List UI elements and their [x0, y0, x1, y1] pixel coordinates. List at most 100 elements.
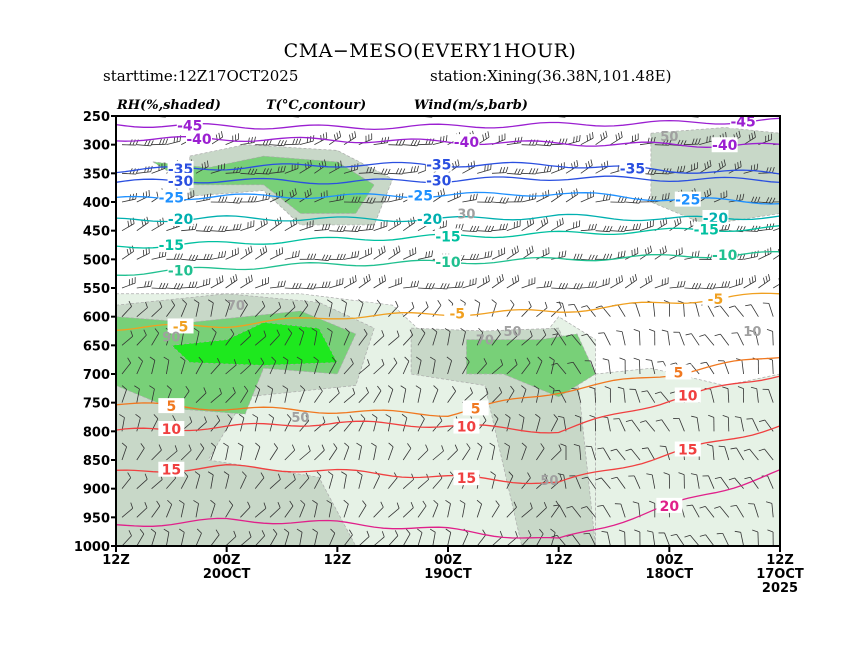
wind-barb: [613, 418, 626, 432]
wind-barb: [269, 356, 277, 375]
wind-barb: [462, 356, 470, 375]
isotherm-label-bg: [425, 172, 452, 188]
isotherm-label-bg: [674, 441, 701, 457]
wind-barb: [328, 443, 338, 461]
isotherm-label: -40: [712, 138, 738, 154]
wind-barb: [734, 530, 744, 546]
wind-barb: [400, 385, 407, 403]
wind-barb: [358, 247, 372, 260]
wind-barb: [388, 116, 391, 117]
wind-barb: [225, 116, 227, 117]
wind-barb: [641, 390, 656, 403]
isotherm-label: -10: [168, 263, 194, 279]
wind-barb: [207, 471, 214, 489]
wind-barb: [373, 274, 386, 289]
isotherm-label: -20: [168, 212, 194, 228]
isotherm-label-bg: [453, 418, 480, 434]
wind-barb: [462, 193, 478, 203]
wind-barb: [734, 416, 744, 432]
wind-barb: [343, 225, 361, 232]
isotherm-label-bg: [158, 237, 185, 252]
wind-barb: [195, 528, 202, 546]
isotherm-label: -40: [454, 135, 480, 151]
rh-label: 30: [457, 207, 475, 222]
wind-barb: [341, 299, 347, 317]
wind-barb: [327, 327, 333, 346]
wind-barb: [343, 499, 349, 518]
isotherm-label-bg: [416, 211, 443, 227]
wind-barb: [210, 275, 224, 289]
wind-barb: [521, 300, 532, 317]
wind-barb: [208, 299, 214, 317]
wind-barb: [476, 529, 487, 546]
wind-barb: [491, 247, 506, 260]
wind-barb: [149, 385, 155, 403]
x-tick-label: 19OCT: [424, 567, 472, 582]
wind-barb: [373, 116, 375, 117]
wind-barb: [506, 245, 519, 260]
wind-barb: [402, 528, 411, 546]
wind-barb: [654, 277, 669, 289]
wind-barb: [690, 473, 700, 489]
x-tick-label: 18OCT: [646, 567, 694, 582]
chart-title: CMA−MESO(EVERY1HOUR): [283, 40, 577, 62]
wind-barb: [611, 476, 626, 489]
y-tick-label: 350: [83, 167, 110, 182]
wind-barb: [314, 416, 326, 432]
wind-barb: [629, 388, 641, 403]
wind-barb: [151, 282, 169, 290]
wind-barb: [269, 329, 280, 346]
wind-barb: [447, 444, 458, 461]
legend-temperature: T(°C,contour): [266, 98, 367, 113]
wind-barb: [595, 193, 611, 203]
wind-barb: [565, 220, 581, 232]
wind-barb: [462, 443, 471, 461]
wind-barb: [299, 300, 309, 317]
wind-barb: [634, 529, 641, 546]
wind-barb: [373, 385, 382, 403]
wind-barb: [314, 223, 331, 232]
wind-barb: [371, 442, 377, 461]
wind-barb: [491, 223, 508, 232]
wind-barb: [432, 385, 439, 403]
wind-barb: [299, 283, 317, 290]
wind-barb: [373, 168, 391, 175]
wind-barb: [595, 225, 613, 233]
wind-barb: [551, 534, 567, 546]
wind-barb: [136, 473, 148, 489]
wind-barb: [388, 139, 406, 146]
wind-barb: [225, 387, 236, 403]
isotherm-label: 15: [457, 471, 476, 487]
wind-barb: [610, 116, 612, 117]
wind-barb: [730, 447, 744, 461]
wind-barb: [314, 444, 325, 461]
isotherm-label: -30: [168, 174, 194, 190]
wind-barb: [684, 282, 702, 290]
wind-barb: [210, 327, 217, 346]
wind-barb: [388, 330, 400, 346]
wind-barb: [521, 385, 527, 403]
isotherm-label: -10: [435, 255, 461, 271]
wind-barb: [551, 217, 564, 232]
wind-barb: [387, 385, 394, 403]
wind-barb: [477, 116, 478, 117]
wind-barb: [180, 299, 187, 317]
wind-barb: [255, 168, 273, 175]
wind-barb: [722, 414, 730, 432]
wind-barb: [358, 166, 376, 174]
wind-barb: [254, 530, 266, 546]
wind-barb: [714, 333, 730, 346]
wind-barb: [121, 330, 134, 346]
wind-barb: [121, 385, 127, 403]
wind-barb: [240, 196, 257, 203]
wind-barb: [536, 528, 544, 546]
isotherm-label-bg: [158, 189, 185, 205]
isotherm-label: -20: [417, 212, 443, 228]
isotherm-label: -15: [694, 223, 719, 239]
wind-barb: [403, 247, 417, 260]
wind-barb: [298, 327, 305, 346]
wind-barb: [550, 414, 559, 432]
wind-barb: [224, 299, 231, 317]
isotherm-label: -15: [435, 229, 460, 245]
wind-barb: [151, 328, 160, 346]
